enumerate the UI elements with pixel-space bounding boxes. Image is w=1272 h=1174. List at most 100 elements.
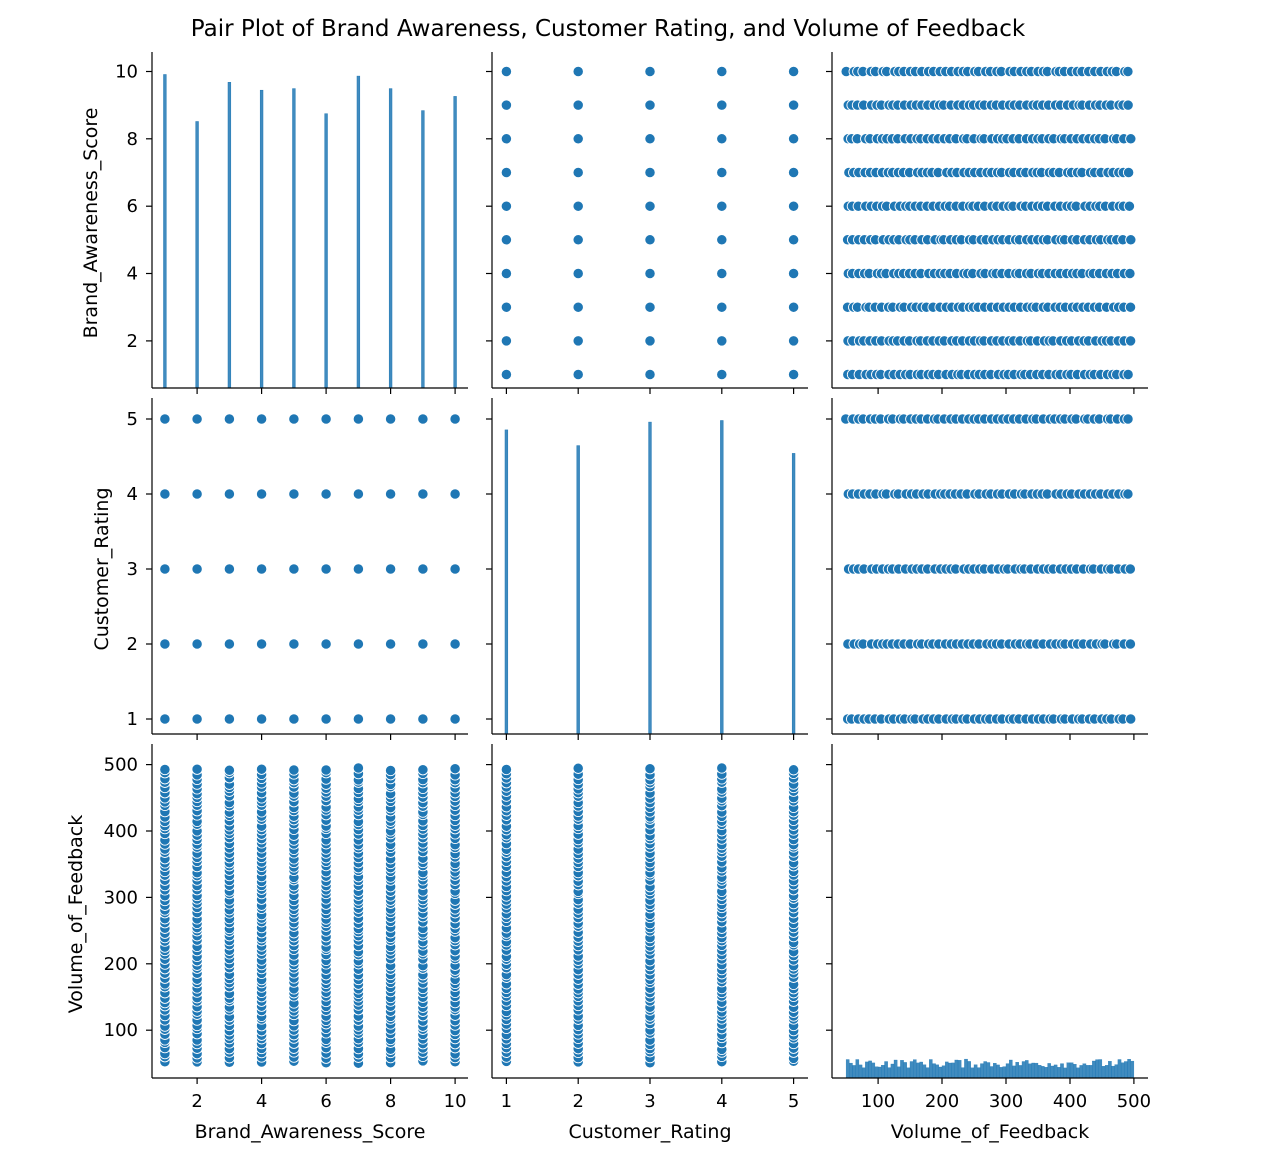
histogram-bar (576, 445, 580, 735)
histogram-bar (1018, 1065, 1023, 1079)
scatter-point (572, 133, 584, 145)
scatter-point (1124, 638, 1137, 650)
scatter-point (417, 488, 429, 500)
scatter-point (716, 368, 728, 381)
scatter-point (223, 638, 236, 650)
x-tick-label: 200 (925, 1091, 959, 1112)
scatter-point (572, 762, 584, 774)
histogram-bar (919, 1061, 923, 1079)
scatter-point (320, 488, 332, 500)
histogram-bar (1130, 1060, 1135, 1079)
scatter-point (716, 234, 728, 246)
scatter-point (223, 413, 236, 425)
histogram-bar (195, 121, 199, 389)
histogram-bar (893, 1059, 898, 1079)
histogram-bar (977, 1067, 981, 1079)
histogram-bar (1047, 1063, 1051, 1079)
x-tick-label: 2 (191, 1091, 202, 1112)
y-tick-label: 1 (127, 709, 138, 730)
histogram-bar (970, 1067, 975, 1079)
scatter-point (1122, 368, 1134, 381)
histogram-bar (852, 1065, 856, 1079)
scatter-point (288, 488, 300, 500)
scatter-point (320, 563, 332, 575)
y-tick-label: 2 (127, 634, 138, 655)
x-axis-label-bas: Brand_Awareness_Score (195, 1121, 426, 1143)
histogram-bar (973, 1064, 978, 1079)
scatter-point (159, 713, 171, 725)
histogram-bar (324, 113, 328, 389)
scatter-point (572, 368, 584, 381)
histogram-bar (929, 1059, 933, 1079)
scatter-point (716, 762, 728, 774)
histogram-bar (1005, 1063, 1010, 1079)
scatter-point (787, 133, 800, 145)
scatter-point (384, 764, 397, 777)
scatter-point (644, 99, 656, 111)
histogram-bar (964, 1058, 968, 1079)
histogram-bar (1021, 1061, 1026, 1079)
histogram-bar (356, 75, 361, 389)
scatter-point (320, 764, 332, 776)
y-tick-label: 3 (127, 559, 138, 580)
histogram-bar (1117, 1059, 1122, 1079)
scatter-point (449, 713, 461, 725)
histogram-bar (858, 1064, 863, 1079)
histogram-bar (648, 421, 652, 735)
scatter-point (716, 200, 728, 212)
scatter-point (417, 413, 429, 425)
scatter-point (644, 335, 656, 347)
scatter-point (716, 65, 728, 78)
histogram-bar (948, 1062, 952, 1079)
scatter-point (1124, 301, 1137, 313)
panel-cr-vs-vof (826, 398, 1148, 740)
histogram-bar (967, 1061, 971, 1079)
histogram-bar (1104, 1065, 1109, 1079)
histogram-bar (1031, 1062, 1035, 1079)
scatter-point (716, 133, 728, 145)
histogram-bar (881, 1065, 885, 1079)
scatter-point (191, 763, 203, 775)
scatter-point (644, 763, 656, 775)
scatter-point (288, 713, 300, 725)
scatter-point (288, 413, 300, 425)
histogram-bar (1060, 1063, 1064, 1079)
histogram-bar (1101, 1066, 1106, 1079)
y-tick-label: 100 (104, 1020, 138, 1041)
y-tick-label: 2 (127, 331, 138, 352)
scatter-point (644, 267, 656, 280)
histogram-bar (1098, 1059, 1103, 1079)
scatter-point (449, 413, 461, 425)
scatter-point (1125, 234, 1137, 246)
scatter-point (716, 335, 728, 347)
histogram-bar (865, 1061, 869, 1079)
histogram-bar (1002, 1066, 1007, 1079)
scatter-point (716, 301, 728, 313)
scatter-point (787, 368, 800, 381)
histogram-bar (897, 1066, 901, 1079)
x-tick-label: 3 (644, 1091, 655, 1112)
panel-cr-vs-cr (486, 398, 808, 740)
scatter-point (384, 488, 397, 500)
histogram-bar (1120, 1062, 1125, 1079)
scatter-point (572, 301, 584, 313)
x-tick-label: 4 (256, 1091, 267, 1112)
histogram-bar (1028, 1063, 1032, 1079)
histogram-bar (884, 1061, 888, 1079)
scatter-point (191, 413, 203, 425)
scatter-point (384, 713, 397, 725)
y-tick-label: 8 (127, 129, 138, 150)
x-tick-label: 5 (788, 1091, 799, 1112)
scatter-point (255, 638, 268, 650)
panel-vof-vs-vof: 100 200 300 400 500 (826, 744, 1151, 1112)
scatter-point (449, 488, 461, 500)
scatter-point (787, 301, 800, 313)
scatter-point (352, 563, 365, 575)
scatter-point (352, 713, 365, 725)
histogram-bar (909, 1061, 914, 1079)
scatter-point (288, 638, 300, 650)
panel-bas-vs-bas: 2 4 6 8 10 (115, 52, 468, 394)
histogram-bar (1108, 1061, 1112, 1079)
histogram-bar (791, 453, 796, 735)
scatter-point (500, 335, 513, 347)
